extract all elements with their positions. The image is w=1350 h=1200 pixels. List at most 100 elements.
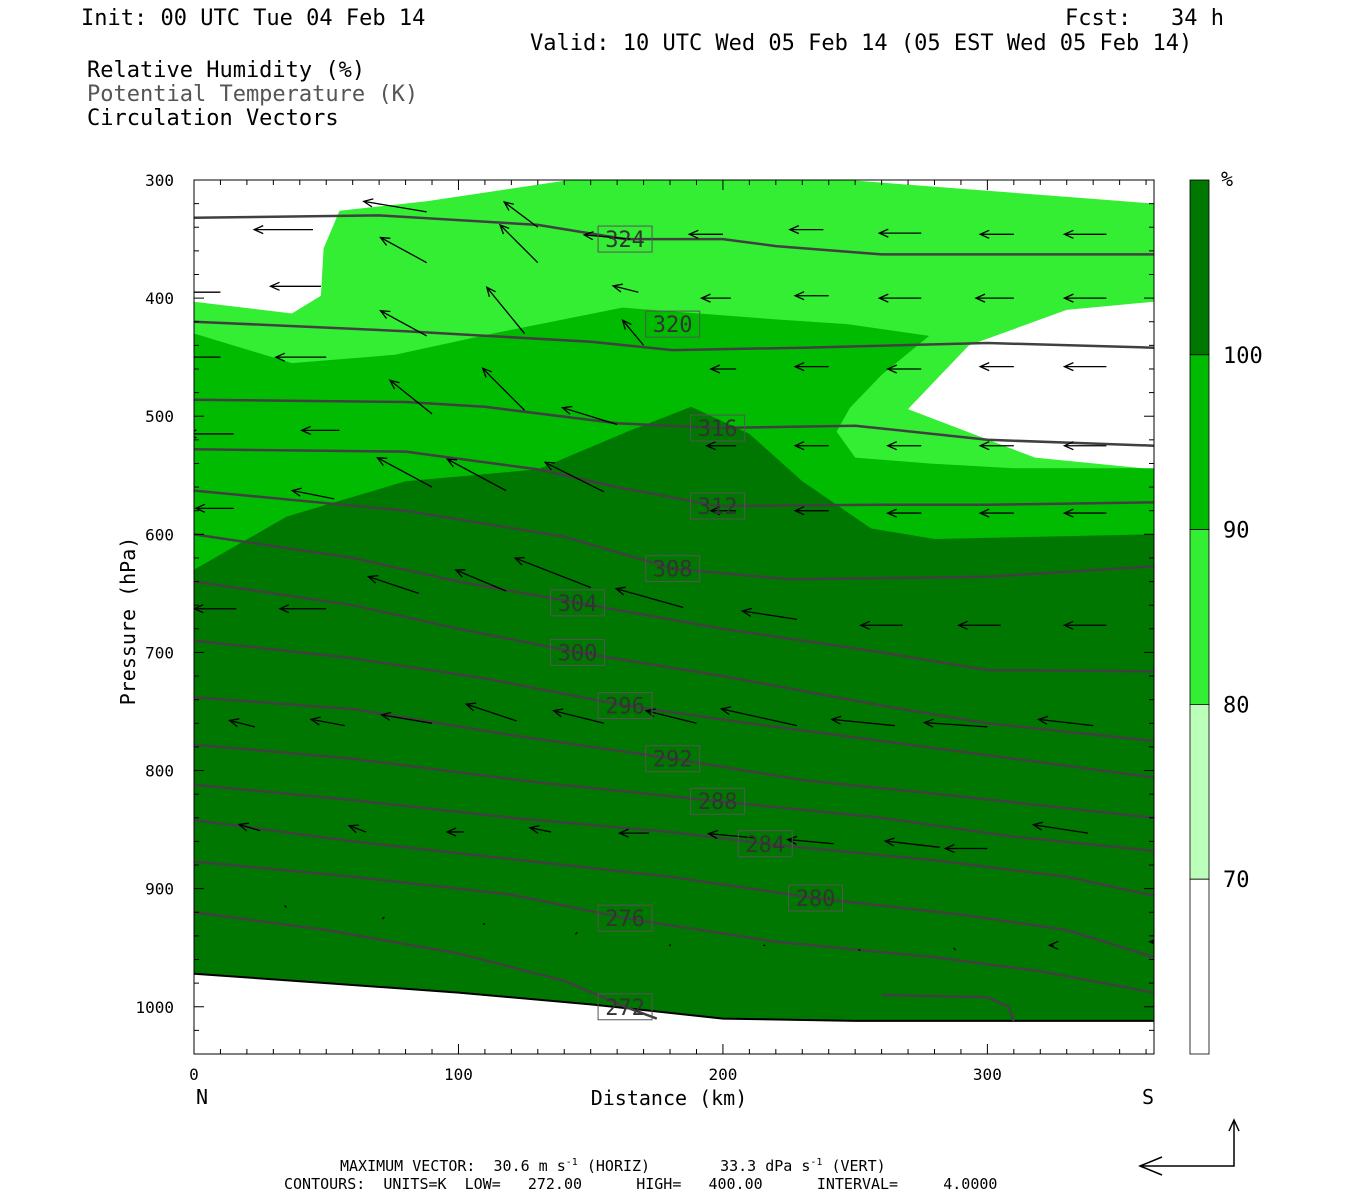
y-tick-label: 900 [145, 880, 174, 899]
circulation-vector-head [706, 829, 719, 840]
theta-contour-label: 324 [605, 228, 645, 253]
humidity-fill-100-plus [802, 537, 1154, 730]
circulation-vector [615, 588, 684, 609]
circulation-vector-head [309, 716, 321, 726]
theta-label-box [690, 414, 746, 442]
field-legend-vectors: Circulation Vectors [87, 106, 339, 131]
circulation-vector-head [194, 503, 206, 513]
y-tick-label: 300 [145, 171, 174, 190]
circulation-vector-head [1062, 293, 1074, 303]
circulation-vector-head [1031, 821, 1043, 831]
theta-contour-312 [194, 448, 1154, 508]
circulation-vector [708, 833, 755, 839]
circulation-vector-head [582, 231, 594, 241]
circulation-vector-head [788, 225, 800, 235]
theta-contour-284 [194, 783, 1154, 897]
x-tick-label: 200 [708, 1065, 737, 1084]
theta-label-box [645, 310, 701, 338]
circulation-vector-head [268, 281, 280, 291]
right-end-label: S [1142, 1085, 1154, 1109]
theta-label-box [597, 692, 653, 720]
field-legend-humidity: Relative Humidity (%) [87, 58, 366, 83]
circulation-vector-head [709, 506, 721, 516]
circulation-vector-head [614, 586, 626, 596]
circulation-vector-head [1062, 229, 1074, 239]
circulation-vector [389, 379, 433, 415]
circulation-vector-head [498, 223, 510, 235]
circulation-vector-head [290, 487, 302, 497]
valid-time: Valid: 10 UTC Wed 05 Feb 14 (05 EST Wed … [530, 31, 1193, 56]
circulation-vector-head [883, 837, 895, 847]
circulation-vector-head [454, 569, 466, 578]
circulation-vector [562, 407, 618, 426]
circulation-vector-head [464, 702, 477, 712]
circulation-vector [348, 825, 367, 833]
theta-contour-308 [194, 489, 1154, 581]
theta-label-box [645, 555, 701, 583]
circulation-vector-head [699, 293, 711, 303]
circulation-vector [381, 916, 385, 920]
circulation-vector-head [135, 229, 144, 237]
circulation-vector [514, 557, 591, 589]
circulation-vector-head [886, 441, 897, 451]
theta-label-box [597, 904, 653, 932]
circulation-vector [311, 718, 345, 727]
theta-contour-label: 304 [558, 592, 598, 617]
circulation-vector-head [445, 827, 457, 837]
theta-contour-276 [194, 860, 1154, 994]
circulation-vector-head [978, 229, 990, 239]
y-tick-label: 400 [145, 289, 174, 308]
circulation-vector-head [943, 843, 955, 854]
circulation-vector-head [793, 291, 805, 301]
circulation-vector [455, 569, 507, 592]
x-tick-label: 0 [189, 1065, 199, 1084]
theta-contour-label: 312 [698, 495, 738, 520]
circulation-vector [446, 458, 507, 492]
circulation-vector-head [513, 556, 525, 566]
circulation-vector-head [278, 604, 290, 614]
theta-label-box [690, 492, 746, 520]
circulation-vector-head [1062, 362, 1074, 372]
circulation-vector-head [366, 574, 379, 584]
plot-frame [193, 179, 1155, 1055]
circulation-vector-head [1062, 441, 1074, 451]
circulation-vector [622, 319, 645, 346]
circulation-vector-head [1148, 939, 1154, 945]
theta-contour-272 [194, 911, 658, 1020]
circulation-vector-head [380, 711, 392, 721]
max-vector-horiz-tag: (HORIZ) [577, 1157, 651, 1175]
init-time: Init: 00 UTC Tue 04 Feb 14 [81, 6, 426, 31]
colorbar-swatch [1189, 704, 1210, 880]
x-tick-label: 300 [973, 1065, 1002, 1084]
theta-contour-label: 296 [605, 695, 645, 720]
circulation-vector-head [886, 508, 897, 518]
theta-contour-label: 288 [698, 790, 738, 815]
circulation-vector-head [611, 283, 623, 293]
max-vector-vert-value: 33.3 dPa s [720, 1157, 811, 1175]
theta-contour-320 [194, 320, 1154, 352]
circulation-vector-head [1037, 715, 1049, 725]
circulation-vector-head [617, 828, 629, 838]
circulation-vector-head [859, 620, 871, 630]
circulation-vector-head [719, 706, 732, 716]
circulation-vector-head [560, 405, 573, 415]
circulation-vector-head [551, 708, 564, 718]
max-vector-vert-tag: (VERT) [822, 1157, 886, 1175]
circulation-vector-head [793, 441, 805, 451]
circulation-vector [486, 286, 526, 334]
max-vector-vert-exponent: -1 [810, 1157, 823, 1168]
colorbar-swatch [1189, 179, 1210, 356]
circulation-vector [482, 367, 526, 411]
colorbar-unit-label: % [1221, 167, 1233, 191]
theta-contour-label: 300 [558, 641, 598, 666]
colorbar-level-label: 70 [1223, 868, 1250, 893]
circulation-vector-head [543, 461, 556, 471]
circulation-vector [787, 838, 835, 845]
reference-vector-left-arrow [1138, 1156, 1163, 1176]
theta-contour-label: 316 [698, 417, 738, 442]
circulation-vector-head [388, 379, 400, 390]
circulation-vector [721, 708, 798, 727]
circulation-vector [238, 823, 261, 832]
theta-contour-324 [194, 214, 1154, 256]
